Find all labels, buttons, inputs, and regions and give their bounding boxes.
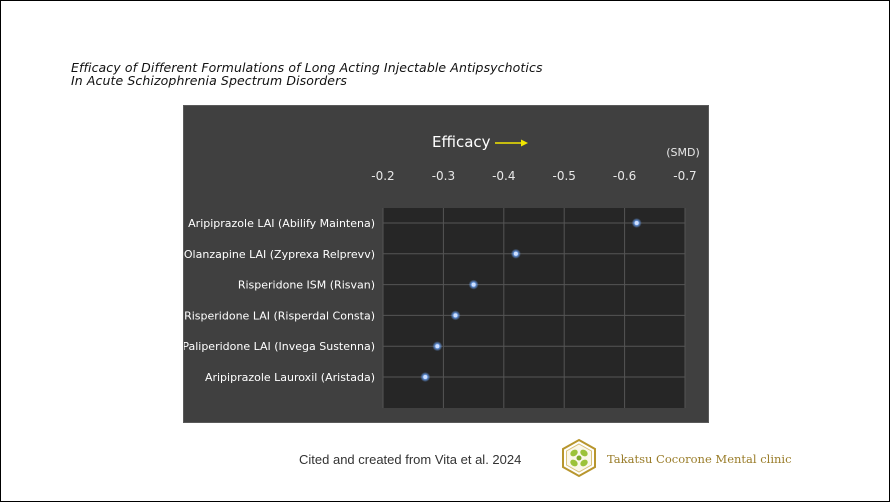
title-line-2: In Acute Schizophrenia Spectrum Disorder… [71,73,347,88]
plot-area [383,208,685,408]
chart-title: Efficacy [432,133,491,151]
data-point [513,251,518,256]
efficacy-chart: -0.2 -0.3 -0.4 -0.5 -0.6 -0.7 Efficacy (SMD) Ari… [184,133,700,408]
category-label: Aripiprazole Lauroxil (Aristada) [205,371,375,384]
data-point [423,375,428,379]
x-tick-label: -0.3 [432,169,455,183]
title-line-1: Efficacy of Different Formulations of Lo… [71,60,543,75]
data-point [453,313,458,318]
x-tick-label: -0.2 [371,169,394,183]
x-tick-label: -0.5 [552,169,575,183]
clinic-logo-icon [562,438,596,478]
data-point [435,344,440,349]
efficacy-arrow-icon [521,139,528,147]
x-tick-label: -0.7 [673,169,696,183]
data-point [471,282,476,287]
category-label: Aripiprazole LAI (Abilify Maintena) [188,217,375,230]
chart-panel: -0.2 -0.3 -0.4 -0.5 -0.6 -0.7 Efficacy (SMD) Ari… [183,105,709,423]
category-label: Risperidone LAI (Risperdal Consta) [184,309,375,322]
slide-title: Efficacy of Different Formulations of Lo… [71,61,543,87]
category-label: Olanzapine LAI (Zyprexa Relprevv) [184,248,375,261]
category-label: Paliperidone LAI (Invega Sustenna) [184,340,375,353]
data-point [634,221,639,225]
citation-text: Cited and created from Vita et al. 2024 [299,452,522,467]
unit-label: (SMD) [666,146,700,159]
clinic-name: Takatsu Cocorone Mental clinic [607,452,792,466]
x-tick-label: -0.6 [613,169,636,183]
x-tick-label: -0.4 [492,169,515,183]
category-label: Risperidone ISM (Risvan) [238,279,375,292]
